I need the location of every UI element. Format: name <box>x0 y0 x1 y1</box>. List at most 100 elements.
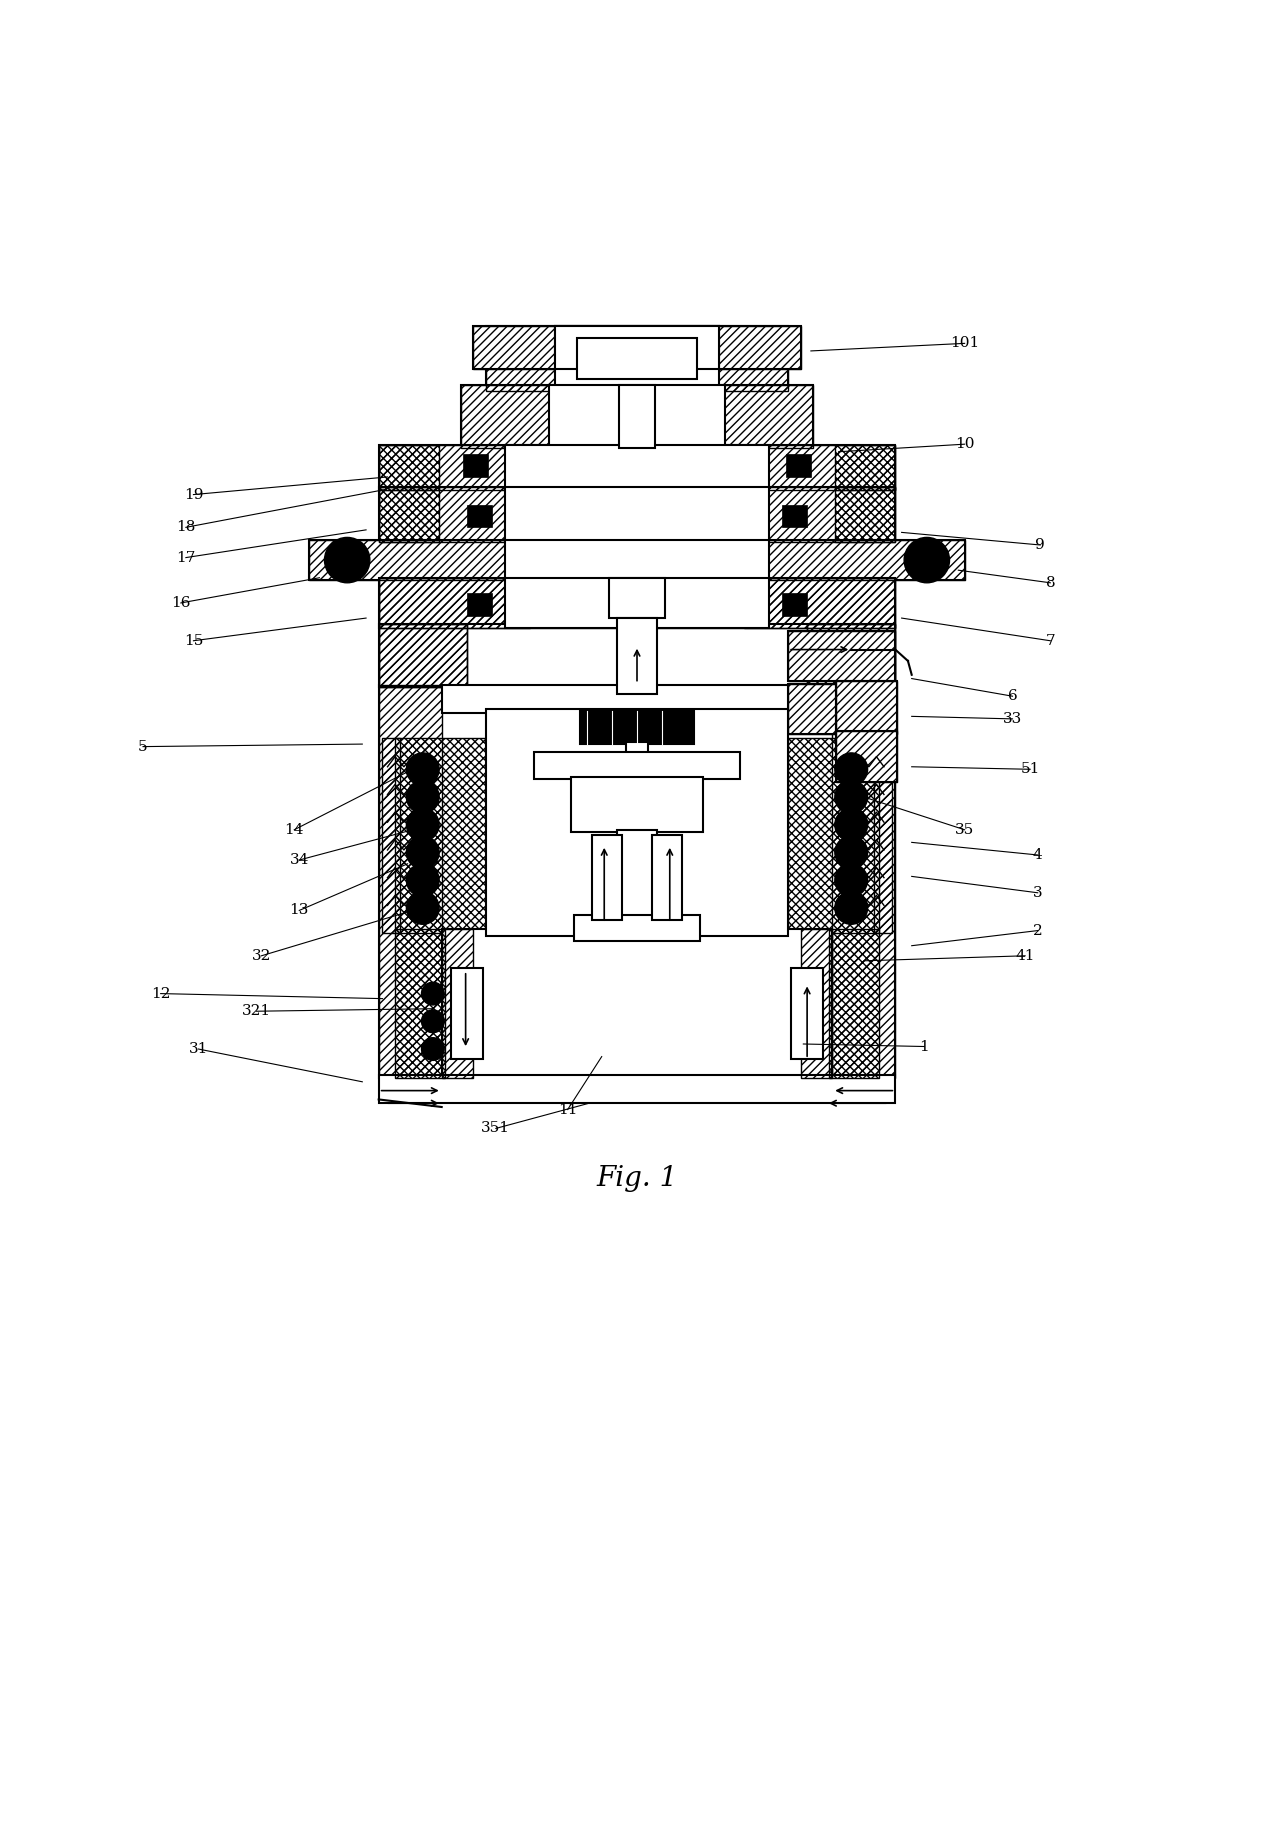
Text: 4: 4 <box>1033 849 1042 862</box>
Bar <box>789 631 896 681</box>
Bar <box>378 446 896 490</box>
Bar <box>461 385 813 447</box>
Circle shape <box>834 753 868 786</box>
Bar <box>789 683 836 735</box>
Bar <box>378 488 896 543</box>
Text: 321: 321 <box>242 1003 271 1018</box>
Circle shape <box>834 836 868 869</box>
Text: 31: 31 <box>189 1042 208 1057</box>
Text: 5: 5 <box>138 740 148 753</box>
Bar <box>451 968 483 1059</box>
Bar <box>378 1075 896 1103</box>
Bar <box>485 326 789 392</box>
Bar <box>534 751 740 779</box>
Circle shape <box>406 753 440 786</box>
Bar <box>808 624 896 687</box>
Bar <box>801 930 832 1079</box>
Text: 101: 101 <box>950 337 980 350</box>
Bar <box>744 578 896 628</box>
Bar <box>836 681 897 735</box>
Text: 17: 17 <box>176 550 196 565</box>
Bar <box>378 685 442 1079</box>
Circle shape <box>325 538 369 584</box>
Bar <box>555 326 719 392</box>
Bar <box>834 446 896 490</box>
Bar <box>617 619 657 694</box>
Text: 35: 35 <box>956 823 975 838</box>
Text: 351: 351 <box>482 1121 511 1136</box>
Bar <box>378 578 896 628</box>
Bar <box>378 578 530 628</box>
Bar <box>378 446 440 490</box>
Circle shape <box>834 808 868 841</box>
Text: 41: 41 <box>1015 948 1034 963</box>
Bar <box>609 578 665 619</box>
Circle shape <box>406 836 440 869</box>
Bar <box>580 711 694 744</box>
Bar <box>617 830 657 935</box>
Bar <box>442 930 832 1079</box>
Text: 3: 3 <box>1033 886 1042 900</box>
Circle shape <box>406 781 440 814</box>
Bar <box>485 709 789 935</box>
Text: 1: 1 <box>920 1040 929 1053</box>
Bar <box>786 455 810 477</box>
Bar <box>834 488 896 543</box>
Text: 18: 18 <box>176 521 196 534</box>
Bar <box>466 504 492 527</box>
Circle shape <box>406 808 440 841</box>
Bar <box>782 504 808 527</box>
Bar <box>442 685 832 712</box>
Bar <box>473 326 801 368</box>
Bar <box>828 930 879 1079</box>
Bar <box>832 685 896 1079</box>
Text: 13: 13 <box>289 904 310 917</box>
Bar <box>466 593 492 615</box>
Text: 34: 34 <box>289 852 310 867</box>
Bar <box>572 777 702 832</box>
Circle shape <box>422 1011 445 1033</box>
Bar <box>395 738 485 933</box>
Text: 11: 11 <box>558 1103 577 1116</box>
Bar <box>808 624 896 687</box>
Bar <box>378 446 896 490</box>
Circle shape <box>422 983 445 1005</box>
Circle shape <box>422 1038 445 1060</box>
Text: 32: 32 <box>252 948 271 963</box>
Bar <box>575 915 699 941</box>
Bar <box>378 624 466 687</box>
Bar <box>505 539 769 580</box>
Text: 7: 7 <box>1046 633 1055 648</box>
Bar <box>473 326 801 368</box>
Bar <box>789 738 879 933</box>
Bar <box>791 968 823 1059</box>
Bar <box>505 446 769 490</box>
Circle shape <box>406 863 440 897</box>
Text: 33: 33 <box>1003 712 1022 725</box>
Bar <box>577 339 697 379</box>
Bar <box>382 738 400 933</box>
Text: 15: 15 <box>183 633 203 648</box>
Bar <box>310 539 964 580</box>
Bar <box>378 685 896 1079</box>
Bar <box>591 834 622 920</box>
Bar <box>464 455 488 477</box>
Bar <box>461 385 813 447</box>
Bar <box>442 930 473 1079</box>
Bar <box>836 731 897 782</box>
Bar <box>874 738 892 933</box>
Circle shape <box>905 538 949 584</box>
Bar <box>395 930 446 1079</box>
Bar <box>378 488 896 543</box>
Text: 51: 51 <box>1020 762 1040 777</box>
Bar <box>836 731 897 782</box>
Text: 6: 6 <box>1008 689 1018 703</box>
Bar <box>626 742 648 770</box>
Bar <box>505 578 769 628</box>
Text: 16: 16 <box>171 596 191 609</box>
Text: 8: 8 <box>1046 576 1055 589</box>
Bar <box>505 488 769 543</box>
Text: 12: 12 <box>150 987 171 1002</box>
Circle shape <box>834 781 868 814</box>
Bar <box>485 326 789 392</box>
